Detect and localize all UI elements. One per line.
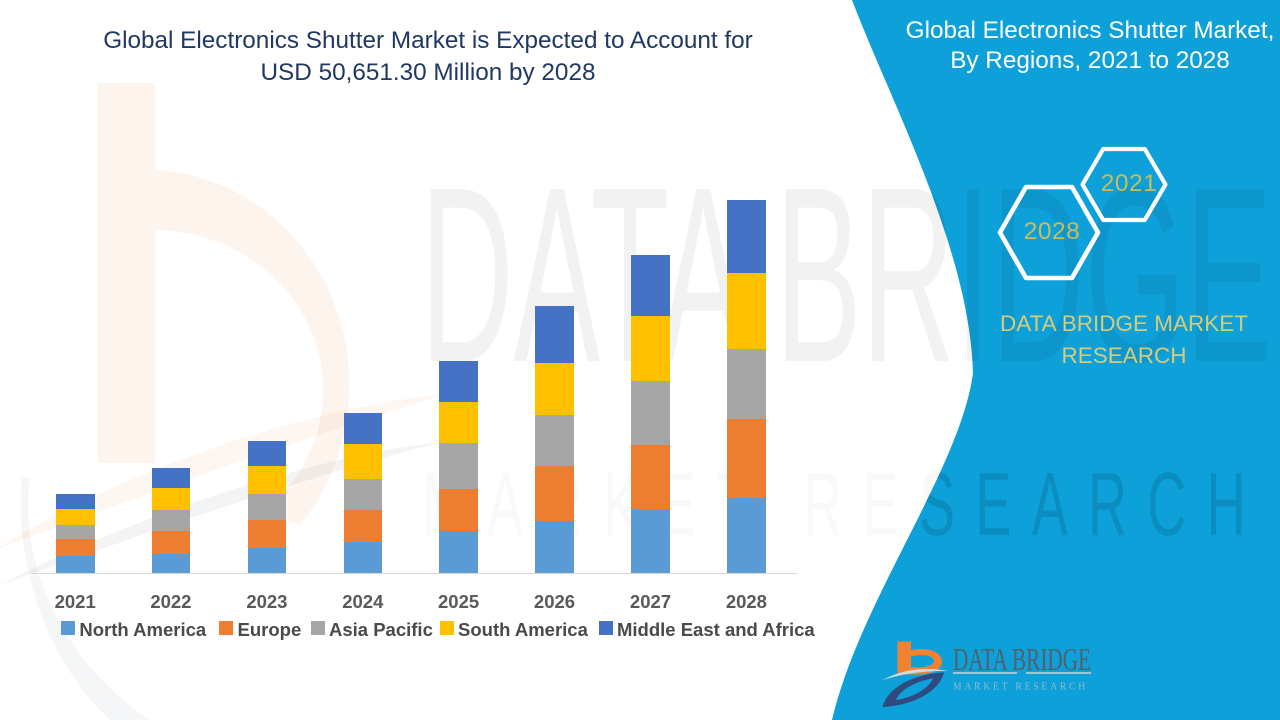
svg-text:MARKET RESEARCH: MARKET RESEARCH xyxy=(953,682,1088,693)
svg-text:DATA BRIDGE: DATA BRIDGE xyxy=(953,641,1091,677)
